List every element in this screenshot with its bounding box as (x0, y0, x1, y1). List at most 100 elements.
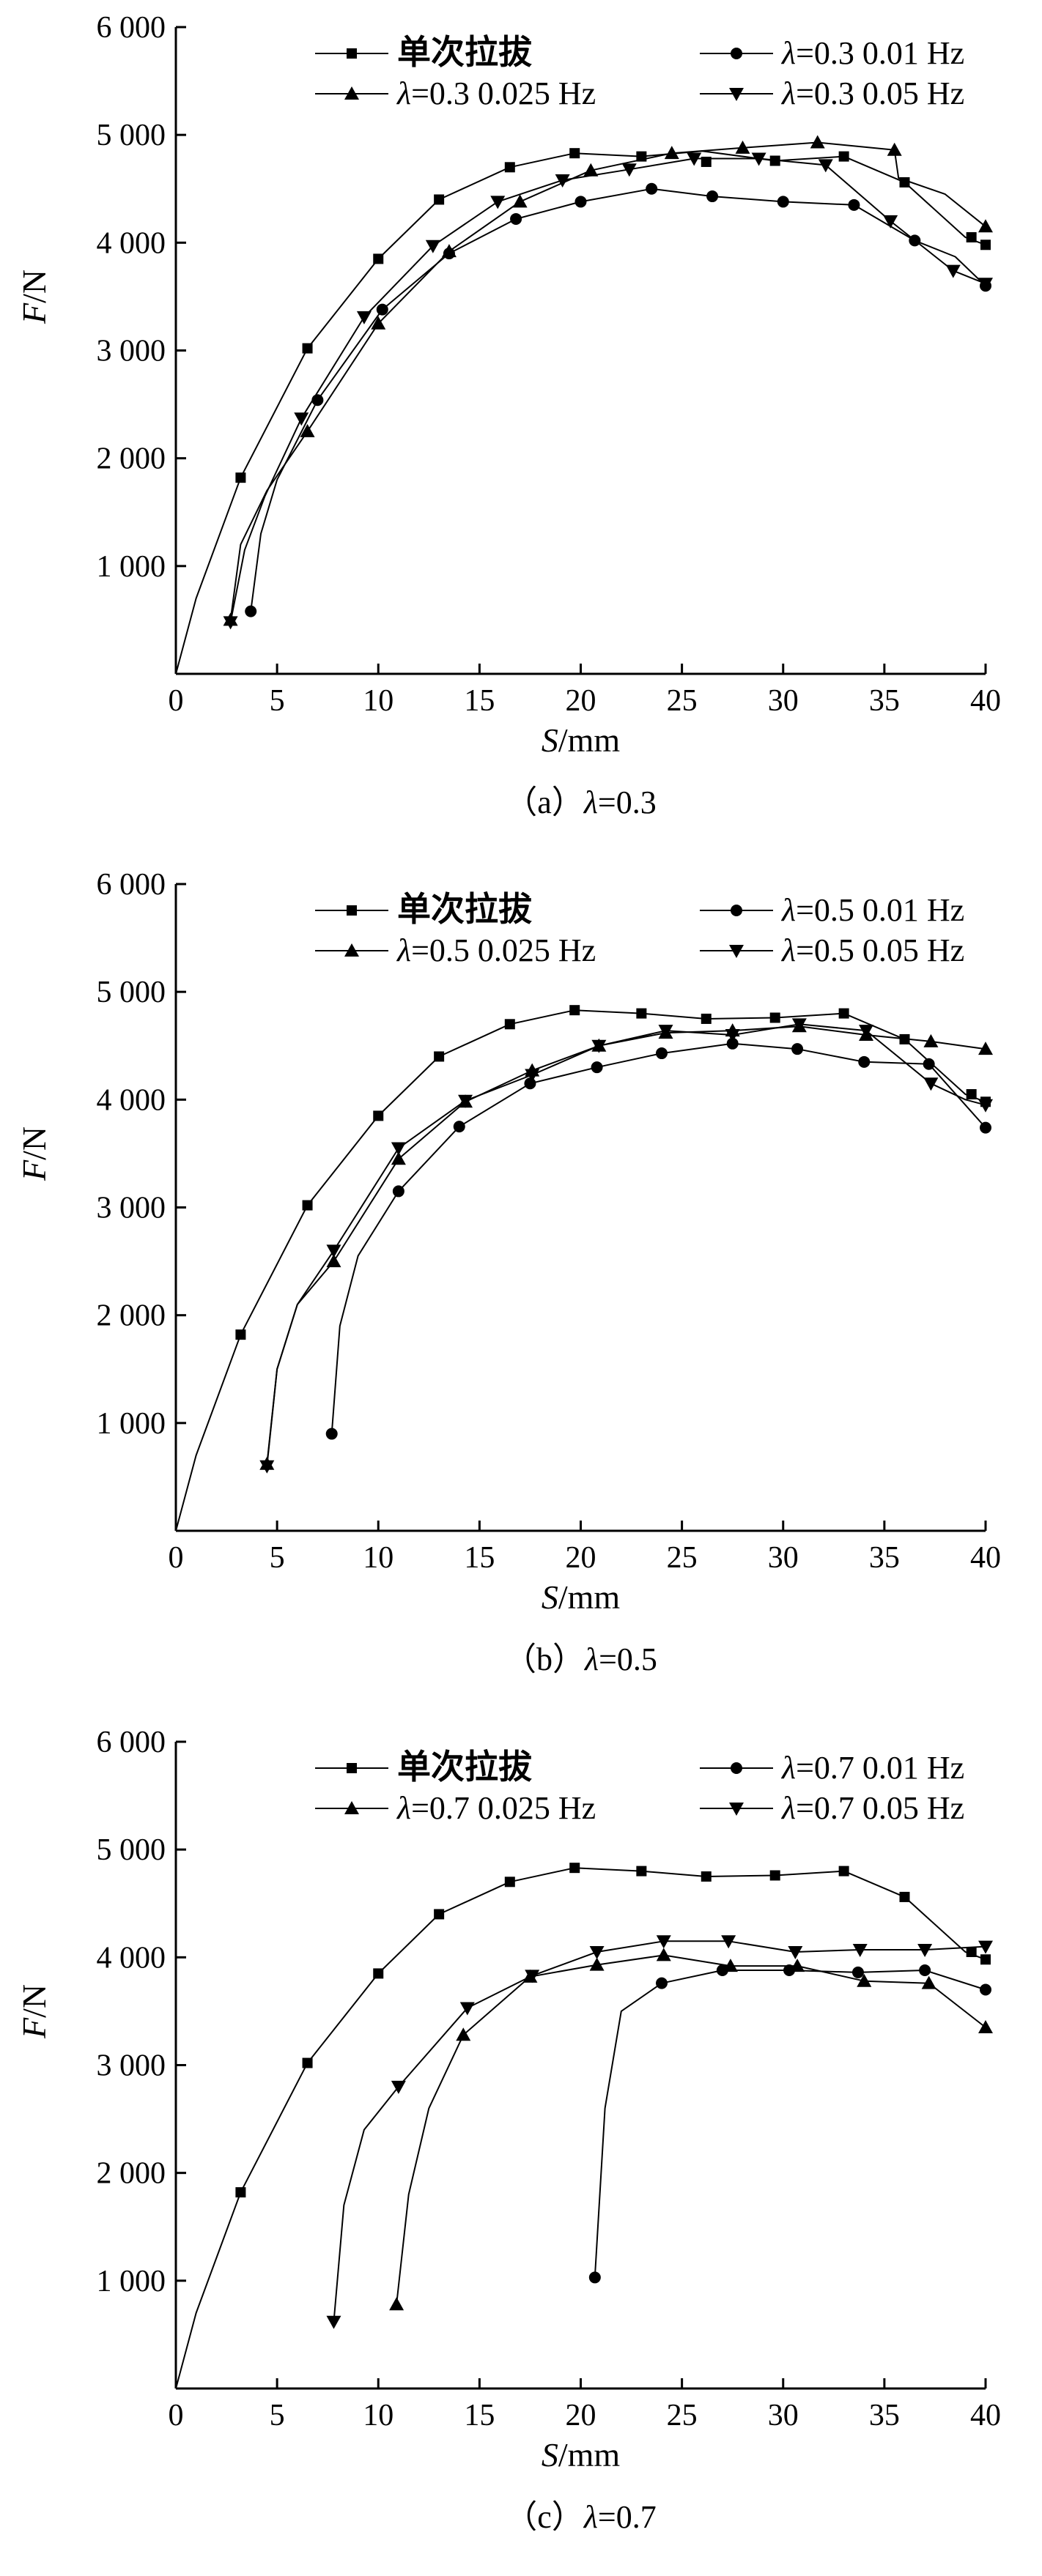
y-axis-unit: /N (15, 1984, 53, 2018)
legend-item: λ=0.7 0.01 Hz (700, 1750, 964, 1786)
data-point-marker (751, 152, 766, 166)
data-point-marker (373, 1968, 384, 1979)
data-point-marker (574, 196, 587, 208)
data-point-marker (569, 1005, 580, 1016)
x-tick-label: 40 (970, 2399, 1001, 2432)
data-point-marker (716, 1964, 728, 1976)
x-tick-label: 15 (464, 2399, 495, 2432)
x-tick-label: 5 (270, 684, 285, 718)
legend-marker (347, 905, 357, 916)
data-point-marker (858, 1055, 871, 1068)
y-tick-label: 6 000 (97, 11, 166, 45)
data-point-marker (456, 2027, 471, 2041)
legend-marker (347, 48, 357, 59)
data-point-marker (791, 1018, 807, 1032)
legend: 单次拉拔 λ=0.3 0.01 Hz λ=0.3 0.025 Hz λ=0.3 0.0… (315, 33, 964, 111)
data-point-marker (706, 190, 719, 203)
legend-item: λ=0.3 0.01 Hz (700, 35, 964, 71)
data-point-marker (966, 1946, 977, 1957)
data-point-marker (656, 1047, 668, 1060)
y-tick-label: 6 000 (97, 868, 166, 902)
panel-caption: （c）λ=0.7 (505, 2499, 656, 2535)
data-point-marker (504, 162, 515, 173)
legend-label: λ=0.3 0.01 Hz (780, 35, 964, 71)
x-tick-label: 20 (566, 684, 596, 718)
data-point-marker (917, 1944, 933, 1958)
y-axis-label: F/N (15, 1126, 53, 1181)
legend-rest: =0.5 0.01 Hz (796, 892, 964, 928)
series-1 (175, 1863, 991, 2389)
legend-rest: =0.7 0.05 Hz (796, 1790, 964, 1826)
data-point-marker (525, 1069, 540, 1083)
data-point-marker (389, 2297, 404, 2311)
data-point-marker (490, 196, 506, 209)
x-tick-label: 30 (768, 1541, 799, 1575)
data-point-marker (459, 2002, 475, 2016)
y-axis-var: F (15, 2017, 53, 2039)
data-point-marker (504, 1019, 515, 1030)
legend-marker (729, 1803, 744, 1816)
chart-panel-1: 0 5 10 15 20 25 30 35 40 1 000 2 000 3 000 4 000 5 00… (15, 11, 1001, 820)
y-tick-label: 2 000 (97, 1299, 166, 1333)
legend-item: 单次拉拔 (315, 33, 532, 71)
legend-item: λ=0.5 0.025 Hz (315, 932, 596, 968)
x-tick-label: 20 (566, 1541, 596, 1575)
y-axis-label: F/N (15, 270, 53, 324)
legend-lambda: λ (780, 1790, 796, 1826)
x-tick-label: 5 (270, 2399, 285, 2432)
series-line (229, 157, 986, 623)
x-tick-label: 25 (667, 2399, 698, 2432)
data-point-marker (723, 1959, 738, 1972)
caption-lambda: λ (583, 1641, 599, 1677)
y-tick-label: 3 000 (97, 1192, 166, 1225)
data-point-marker (923, 1033, 939, 1047)
data-point-marker (978, 219, 993, 233)
data-point-marker (591, 1061, 603, 1074)
data-point-marker (978, 2019, 993, 2033)
caption-lambda: λ (583, 784, 598, 820)
series-line (330, 1042, 986, 1434)
x-tick-label: 25 (667, 1541, 698, 1575)
data-point-marker (391, 1151, 406, 1165)
data-point-marker (223, 616, 238, 630)
legend-marker (344, 943, 359, 957)
data-point-marker (656, 1977, 668, 1989)
legend-rest: =0.7 0.01 Hz (796, 1750, 964, 1786)
data-point-marker (838, 1008, 849, 1019)
legend-item: λ=0.7 0.05 Hz (700, 1790, 964, 1826)
data-point-marker (899, 1891, 910, 1902)
x-axis-var: S (542, 1578, 558, 1616)
data-point-marker (235, 2187, 246, 2198)
legend-label: λ=0.5 0.01 Hz (780, 892, 964, 928)
legend-rest: =0.3 0.05 Hz (796, 75, 964, 111)
series-2 (245, 182, 991, 617)
data-point-marker (589, 1957, 605, 1971)
y-axis-unit: /N (15, 1126, 53, 1160)
data-point-marker (326, 1244, 341, 1258)
data-point-marker (735, 140, 750, 154)
x-tick-label: 0 (169, 1541, 184, 1575)
y-tick-label: 3 000 (97, 2049, 166, 2083)
legend-label: λ=0.3 0.05 Hz (780, 75, 964, 111)
legend: 单次拉拔 λ=0.7 0.01 Hzλ=0.7 0.025 Hz λ=0.7 0.0… (315, 1748, 964, 1826)
data-point-marker (434, 194, 445, 205)
y-tick-label: 5 000 (97, 119, 166, 152)
x-axis-unit: /mm (558, 1578, 621, 1616)
legend-marker (344, 86, 359, 100)
legend-label: λ=0.3 0.025 Hz (396, 75, 596, 111)
caption-lambda: λ (583, 2499, 598, 2535)
data-point-marker (434, 1909, 445, 1920)
y-tick-label: 5 000 (97, 1833, 166, 1867)
data-point-marker (857, 1973, 872, 1987)
data-point-marker (569, 148, 580, 159)
data-point-marker (777, 196, 789, 208)
data-point-marker (852, 1944, 868, 1958)
data-point-marker (945, 264, 961, 278)
legend-rest: =0.3 0.01 Hz (796, 35, 964, 71)
data-point-marker (512, 194, 528, 208)
y-axis-label: F/N (15, 1984, 53, 2039)
series-1 (175, 1005, 991, 1532)
x-axis-var: S (542, 721, 558, 759)
caption-value: =0.5 (599, 1641, 657, 1677)
x-tick-label: 40 (970, 684, 1001, 718)
